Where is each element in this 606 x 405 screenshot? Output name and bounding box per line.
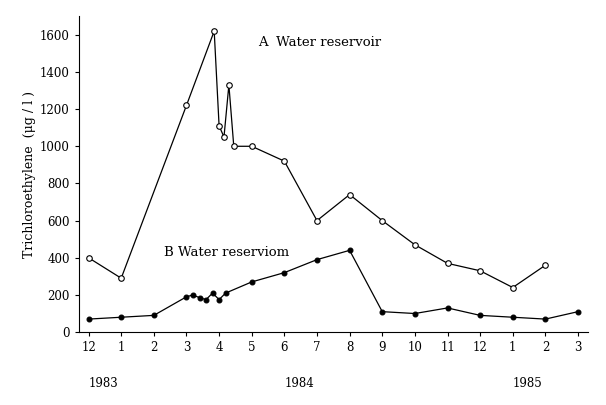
Text: B Water reserviom: B Water reserviom [164,246,288,259]
Text: 1984: 1984 [284,377,314,390]
Text: 1985: 1985 [513,377,542,390]
Text: A  Water reservoir: A Water reservoir [258,36,381,49]
Y-axis label: Trichloroethylene  (μg / l ): Trichloroethylene (μg / l ) [22,91,36,258]
Text: 1983: 1983 [88,377,118,390]
